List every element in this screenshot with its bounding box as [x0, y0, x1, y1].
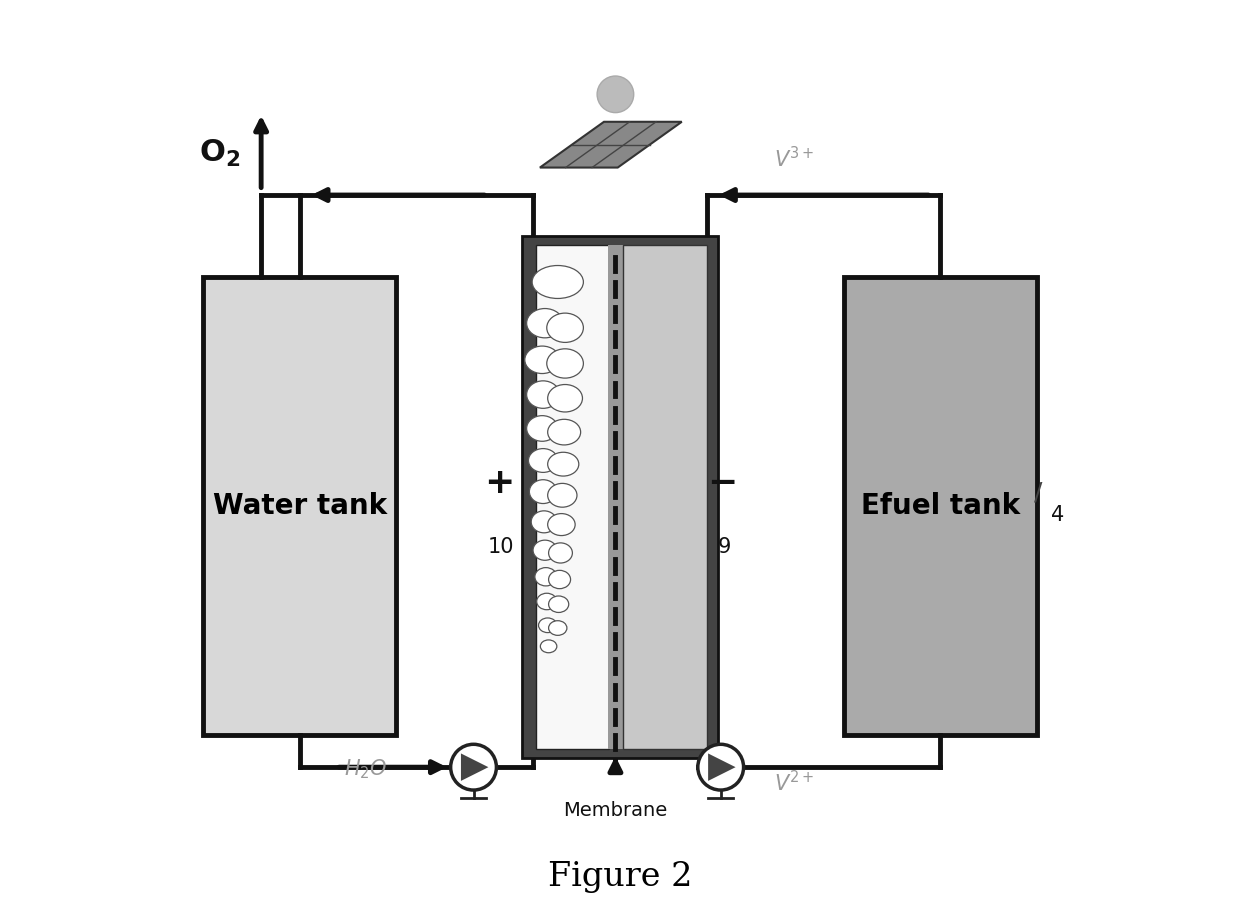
Text: Membrane: Membrane — [563, 800, 667, 820]
Ellipse shape — [529, 480, 557, 504]
Ellipse shape — [537, 593, 557, 610]
Ellipse shape — [541, 640, 557, 653]
Polygon shape — [539, 122, 682, 168]
Text: −: − — [707, 466, 738, 500]
Ellipse shape — [525, 346, 559, 374]
Ellipse shape — [527, 415, 558, 441]
Ellipse shape — [528, 449, 558, 472]
Ellipse shape — [527, 381, 559, 408]
Circle shape — [598, 76, 634, 112]
Polygon shape — [708, 753, 735, 781]
Ellipse shape — [547, 313, 583, 343]
Text: /: / — [1034, 481, 1043, 505]
Ellipse shape — [548, 385, 583, 412]
Ellipse shape — [548, 452, 579, 476]
Ellipse shape — [548, 621, 567, 635]
Text: 10: 10 — [487, 538, 515, 557]
Text: $V^{2+}$: $V^{2+}$ — [774, 770, 815, 796]
Text: $H_2O$: $H_2O$ — [343, 757, 387, 781]
Ellipse shape — [548, 542, 573, 563]
Ellipse shape — [548, 570, 570, 589]
Text: $\mathbf{O_2}$: $\mathbf{O_2}$ — [198, 138, 241, 169]
Ellipse shape — [532, 265, 583, 298]
Ellipse shape — [548, 419, 580, 445]
Ellipse shape — [548, 596, 569, 612]
Ellipse shape — [534, 567, 557, 586]
Text: 9: 9 — [718, 538, 732, 557]
Circle shape — [450, 744, 496, 790]
Bar — [522, 236, 718, 758]
Circle shape — [698, 744, 744, 790]
Bar — [844, 277, 1037, 735]
Ellipse shape — [531, 511, 557, 533]
Polygon shape — [461, 753, 489, 781]
Ellipse shape — [538, 618, 557, 633]
Text: Water tank: Water tank — [212, 492, 387, 520]
Text: +: + — [484, 466, 515, 500]
Ellipse shape — [548, 514, 575, 536]
Text: Efuel tank: Efuel tank — [861, 492, 1021, 520]
Text: Figure 2: Figure 2 — [548, 861, 692, 893]
Ellipse shape — [548, 484, 577, 507]
Text: 4: 4 — [1052, 506, 1064, 525]
Bar — [608, 245, 622, 749]
Ellipse shape — [547, 349, 583, 379]
Text: $V^{3+}$: $V^{3+}$ — [774, 146, 815, 171]
Ellipse shape — [533, 540, 557, 560]
Bar — [622, 245, 707, 749]
Bar — [536, 245, 609, 749]
Bar — [203, 277, 396, 735]
Ellipse shape — [527, 309, 563, 338]
